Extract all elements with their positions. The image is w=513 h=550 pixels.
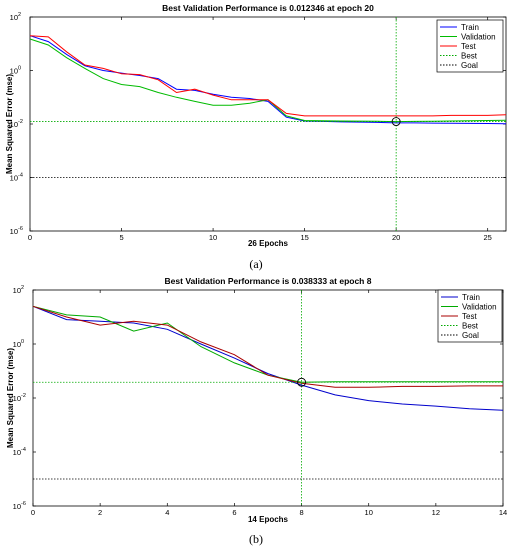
x-axis-label: 26 Epochs xyxy=(248,239,289,248)
best-marker xyxy=(297,377,307,387)
y-tick-base: 10 xyxy=(10,174,18,183)
x-tick-label: 25 xyxy=(484,233,492,242)
x-tick-label: 4 xyxy=(165,508,169,517)
y-tick-exponent: -6 xyxy=(21,501,26,507)
plot-area xyxy=(29,16,507,232)
chart-title: Best Validation Performance is 0.038333 … xyxy=(165,276,372,286)
chart-title: Best Validation Performance is 0.012346 … xyxy=(162,3,374,13)
y-tick-label: 10 xyxy=(13,340,21,349)
y-axis-label: Mean Squared Error (mse) xyxy=(5,74,14,174)
x-tick-label: 20 xyxy=(392,233,400,242)
legend-label-goal: Goal xyxy=(462,331,479,340)
x-tick-label: 2 xyxy=(98,508,102,517)
y-tick-exponent: -2 xyxy=(18,119,23,125)
x-tick-label: 10 xyxy=(365,508,373,517)
legend-label-best: Best xyxy=(462,322,479,331)
series-line-test xyxy=(32,305,503,388)
y-tick-label: 10 xyxy=(10,67,18,76)
y-tick-base: 10 xyxy=(10,227,18,236)
chart-panel-a: Best Validation Performance is 0.012346 … xyxy=(5,3,507,271)
legend-label-test: Test xyxy=(462,312,477,321)
x-tick-label: 15 xyxy=(300,233,308,242)
x-tick-label: 5 xyxy=(119,233,123,242)
y-tick-base: 10 xyxy=(10,67,18,76)
legend-label-validation: Validation xyxy=(462,303,497,312)
legend-label-goal: Goal xyxy=(461,61,478,70)
y-tick-label: 10 xyxy=(10,227,18,236)
x-axis-label: 14 Epochs xyxy=(248,515,289,524)
legend-label-train: Train xyxy=(462,293,480,302)
y-tick-label: 10 xyxy=(10,120,18,129)
legend-label-train: Train xyxy=(461,23,479,32)
x-tick-label: 10 xyxy=(209,233,217,242)
y-tick-label: 10 xyxy=(13,448,21,457)
legend-label-test: Test xyxy=(461,42,476,51)
figure-caption: (b) xyxy=(249,532,263,546)
y-tick-exponent: 0 xyxy=(18,66,21,72)
series-line-train xyxy=(29,35,507,125)
y-tick-exponent: 0 xyxy=(21,339,24,345)
x-tick-label: 0 xyxy=(28,233,32,242)
x-tick-label: 12 xyxy=(432,508,440,517)
legend-label-best: Best xyxy=(461,52,478,61)
best-marker xyxy=(391,117,401,127)
x-tick-label: 0 xyxy=(31,508,35,517)
y-tick-label: 10 xyxy=(13,286,21,295)
x-tick-label: 14 xyxy=(499,508,507,517)
y-tick-label: 10 xyxy=(13,502,21,511)
y-tick-label: 10 xyxy=(10,174,18,183)
y-tick-base: 10 xyxy=(13,394,21,403)
x-tick-label: 6 xyxy=(232,508,236,517)
y-tick-exponent: 2 xyxy=(18,12,21,18)
y-tick-base: 10 xyxy=(10,120,18,129)
legend-label-validation: Validation xyxy=(461,33,496,42)
y-axis-label: Mean Squared Error (mse) xyxy=(6,348,15,448)
plot-area xyxy=(32,289,504,507)
x-tick-label: 8 xyxy=(299,508,303,517)
y-tick-base: 10 xyxy=(13,448,21,457)
series-line-test xyxy=(29,35,507,117)
y-tick-exponent: -2 xyxy=(21,393,26,399)
y-tick-exponent: -6 xyxy=(18,226,23,232)
y-tick-label: 10 xyxy=(10,13,18,22)
y-tick-base: 10 xyxy=(13,340,21,349)
chart-panel-b: Best Validation Performance is 0.038333 … xyxy=(6,276,507,546)
y-tick-base: 10 xyxy=(13,502,21,511)
y-tick-exponent: -4 xyxy=(21,447,26,453)
y-tick-label: 10 xyxy=(13,394,21,403)
y-tick-base: 10 xyxy=(10,13,18,22)
figure-caption: (a) xyxy=(249,257,262,271)
y-tick-base: 10 xyxy=(13,286,21,295)
y-tick-exponent: 2 xyxy=(21,285,24,291)
y-tick-exponent: -4 xyxy=(18,173,23,179)
